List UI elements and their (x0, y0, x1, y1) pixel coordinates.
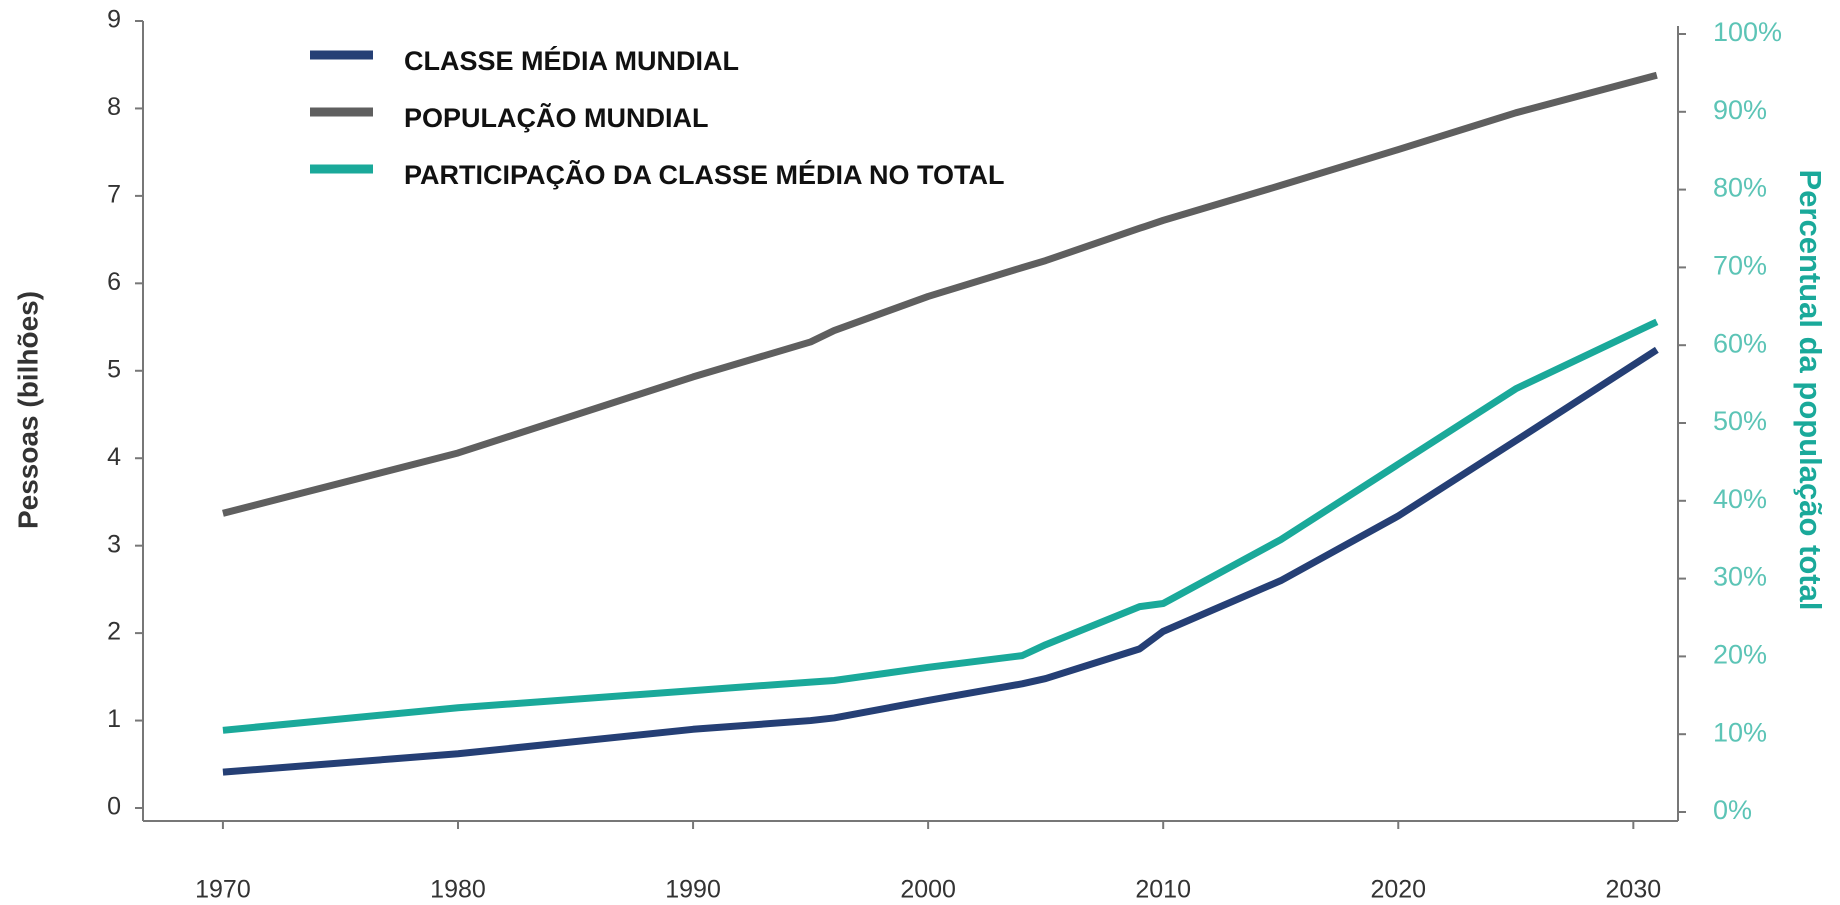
y2-axis-title: Percentual da população total (1793, 170, 1828, 611)
x-tick-label: 1990 (665, 876, 721, 904)
y2-tick-label: 10% (1713, 717, 1767, 747)
y-tick-label: 1 (107, 705, 121, 733)
y-tick-label: 0 (107, 793, 121, 821)
y-tick-label: 8 (107, 93, 121, 121)
y2-tick-label: 0% (1713, 795, 1752, 825)
x-tick-label: 1980 (430, 876, 486, 904)
x-tick-label: 2030 (1606, 876, 1662, 904)
y2-tick-label: 30% (1713, 562, 1767, 592)
legend-label: POPULAÇÃO MUNDIAL (404, 102, 709, 133)
x-tick-label: 2000 (900, 876, 956, 904)
y-tick-label: 7 (107, 180, 121, 208)
x-tick-label: 2020 (1370, 876, 1426, 904)
y-tick-label: 2 (107, 618, 121, 646)
y-tick-label: 6 (107, 268, 121, 296)
y2-tick-label: 70% (1713, 251, 1767, 281)
y2-tick-label: 50% (1713, 406, 1767, 436)
x-tick-label: 1970 (195, 876, 251, 904)
series-line (222, 71, 1658, 517)
x-tick-label: 2010 (1135, 876, 1191, 904)
y-tick-label: 4 (107, 443, 121, 471)
y2-tick-label: 40% (1713, 484, 1767, 514)
y2-tick-label: 60% (1713, 328, 1767, 358)
series-line (222, 346, 1659, 776)
y-axis-title: Pessoas (bilhões) (12, 291, 43, 529)
legend-label: PARTICIPAÇÃO DA CLASSE MÉDIA NO TOTAL (404, 159, 1005, 190)
y2-tick-label: 20% (1713, 640, 1767, 670)
y-tick-label: 3 (107, 530, 121, 558)
y-tick-label: 5 (107, 355, 121, 383)
y2-tick-label: 90% (1713, 95, 1767, 125)
legend-label: CLASSE MÉDIA MUNDIAL (404, 45, 739, 76)
y2-tick-label: 100% (1713, 17, 1782, 47)
y2-tick-label: 80% (1713, 173, 1767, 203)
y-tick-label: 9 (107, 6, 121, 34)
series-line (222, 318, 1659, 734)
